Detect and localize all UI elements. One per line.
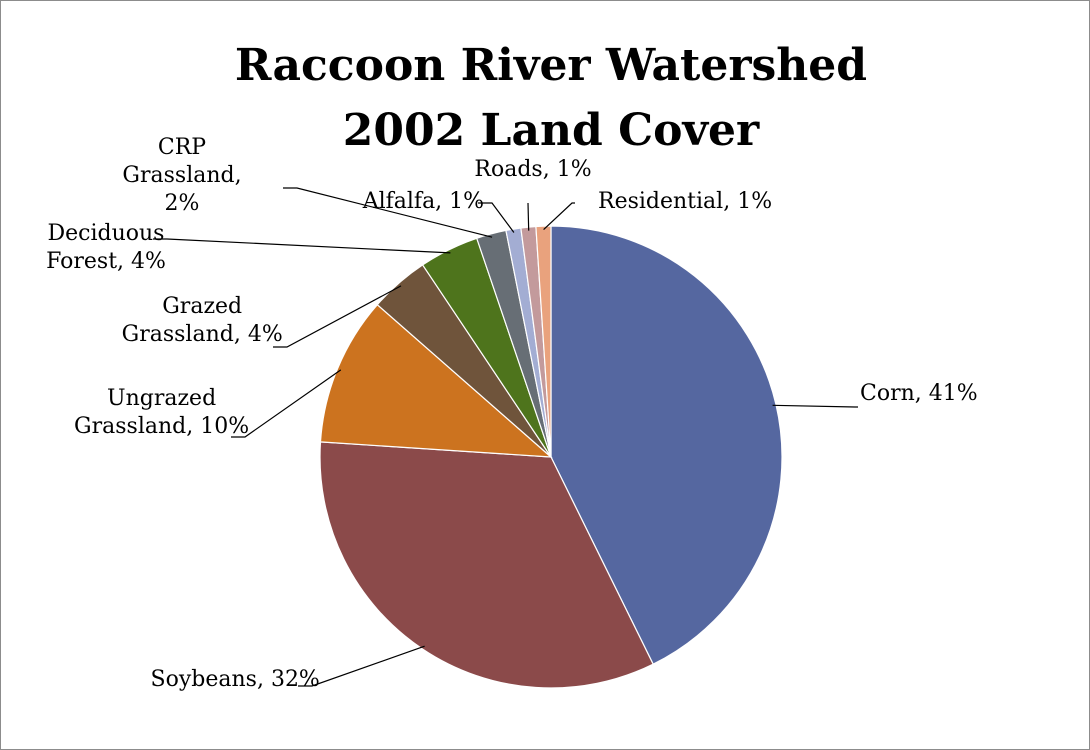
leader-line-soybeans bbox=[298, 645, 425, 687]
leader-line-roads bbox=[527, 202, 530, 231]
leader-line-corn bbox=[772, 404, 858, 408]
slice-label-corn: Corn, 41% bbox=[860, 381, 978, 406]
leader-line-crp-grassland bbox=[283, 187, 493, 238]
chart-title-line-2: 2002 Land Cover bbox=[343, 105, 760, 156]
pie-slice-soybeans bbox=[319, 441, 654, 689]
slice-label-deciduous-forest: Deciduous Forest, 4% bbox=[46, 221, 166, 274]
slice-label-grazed-grassland: Grazed Grassland, 4% bbox=[122, 294, 283, 347]
slice-label-soybeans: Soybeans, 32% bbox=[151, 667, 320, 692]
slice-labels: Corn, 41% Soybeans, 32% Ungrazed Grassland,… bbox=[46, 135, 978, 692]
leader-line-ungrazed-grassland bbox=[231, 369, 342, 438]
pie-slice-ungrazed-grassland bbox=[319, 303, 553, 458]
chart-title-line-1: Raccoon River Watershed bbox=[235, 40, 867, 91]
leader-line-deciduous-forest bbox=[153, 238, 451, 254]
slice-label-alfalfa: Alfalfa, 1% bbox=[362, 189, 484, 214]
pie-slice-corn bbox=[550, 225, 783, 665]
leader-line-grazed-grassland bbox=[273, 285, 402, 348]
pie-slice-residential bbox=[535, 225, 552, 458]
slice-label-residential: Residential, 1% bbox=[598, 189, 772, 214]
leader-line-alfalfa bbox=[478, 202, 515, 233]
leader-line-residential bbox=[543, 202, 575, 231]
slice-label-roads: Roads, 1% bbox=[474, 157, 591, 182]
pie-slices bbox=[319, 225, 783, 689]
leader-lines bbox=[153, 187, 858, 687]
slice-label-crp-grassland: CRP Grassland, 2% bbox=[122, 135, 241, 216]
slice-label-ungrazed-grassland: Ungrazed Grassland, 10% bbox=[74, 386, 249, 439]
